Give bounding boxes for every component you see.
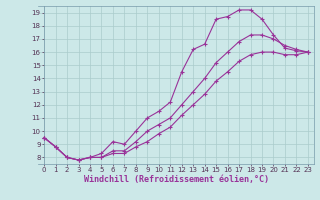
X-axis label: Windchill (Refroidissement éolien,°C): Windchill (Refroidissement éolien,°C) [84,175,268,184]
